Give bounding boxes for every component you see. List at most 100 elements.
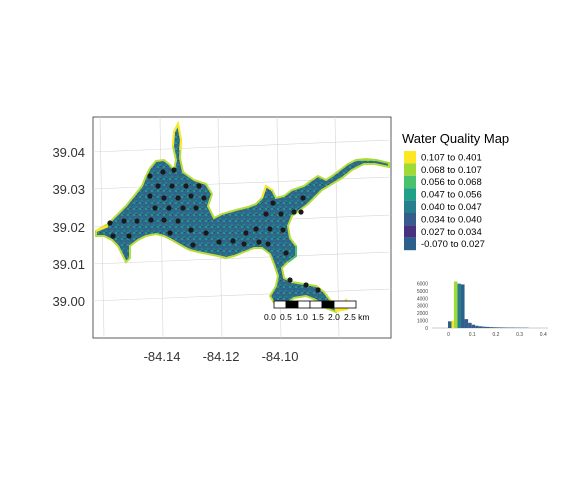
- scale-label: 2.0: [328, 312, 340, 322]
- sample-point: [230, 238, 235, 243]
- sample-point: [287, 277, 292, 282]
- sample-point: [298, 209, 303, 214]
- histogram-bar: [454, 281, 458, 328]
- legend-label: 0.040 to 0.047: [421, 202, 482, 213]
- histogram-bar: [497, 327, 501, 328]
- y-tick-label: 39.00: [52, 294, 85, 309]
- histogram-x-tick: 0: [447, 332, 450, 338]
- scale-label: 2.5 km: [344, 312, 370, 322]
- histogram-bar: [489, 327, 493, 328]
- histogram-bar: [482, 327, 486, 328]
- sample-point: [291, 209, 296, 214]
- sample-point: [267, 226, 272, 231]
- sample-point: [315, 287, 320, 292]
- sample-point: [171, 167, 176, 172]
- sample-point: [216, 239, 221, 244]
- x-tick-label: -84.14: [144, 349, 181, 364]
- histogram-bar: [486, 327, 490, 328]
- y-tick-label: 39.03: [52, 182, 85, 197]
- histogram-bar: [468, 323, 472, 328]
- sample-point: [160, 169, 165, 174]
- histogram-bar: [465, 319, 469, 328]
- legend-label: 0.068 to 0.107: [421, 165, 482, 176]
- histogram-bar: [457, 284, 461, 328]
- sample-point: [265, 241, 270, 246]
- legend-swatch: [404, 176, 416, 188]
- y-tick-label: 39.04: [52, 145, 85, 160]
- sample-point: [134, 218, 139, 223]
- legend-label: 0.027 to 0.034: [421, 227, 482, 238]
- x-axis: -84.14 -84.12 -84.10: [144, 349, 299, 364]
- sample-point: [193, 205, 198, 210]
- sample-point: [147, 173, 152, 178]
- y-tick-label: 39.02: [52, 220, 85, 235]
- sample-point: [280, 227, 285, 232]
- sample-point: [167, 230, 172, 235]
- legend-label: 0.047 to 0.056: [421, 190, 482, 201]
- sample-point: [155, 183, 160, 188]
- sample-point: [161, 217, 166, 222]
- histogram-y-tick: 1000: [417, 318, 428, 324]
- sample-point: [169, 183, 174, 188]
- legend-swatch: [404, 213, 416, 225]
- histogram-bar: [472, 325, 476, 328]
- histogram-y-tick: 6000: [417, 281, 428, 287]
- sample-point: [180, 205, 185, 210]
- scale-label: 0.0: [264, 312, 276, 322]
- sample-point: [166, 205, 171, 210]
- sample-point: [253, 226, 258, 231]
- sample-point: [152, 205, 157, 210]
- scale-label: 1.0: [296, 312, 308, 322]
- scale-label: 0.5: [280, 312, 292, 322]
- sample-point: [161, 195, 166, 200]
- legend-swatch: [404, 238, 416, 250]
- sample-point: [263, 211, 268, 216]
- histogram-x-tick: 0.4: [540, 332, 547, 338]
- legend-swatch: [404, 188, 416, 200]
- histogram-bar: [475, 326, 479, 328]
- histogram-x-tick: 0.1: [469, 332, 476, 338]
- histogram-x-tick: 0.2: [492, 332, 499, 338]
- histogram-y-tick: 3000: [417, 304, 428, 310]
- legend-swatch: [404, 201, 416, 213]
- legend-label: 0.034 to 0.040: [421, 214, 482, 225]
- sample-point: [175, 218, 180, 223]
- sample-point: [107, 220, 112, 225]
- histogram-bar: [461, 284, 465, 328]
- sample-point: [188, 227, 193, 232]
- y-tick-label: 39.01: [52, 257, 85, 272]
- legend: Water Quality Map 0.107 to 0.401 0.068 to…: [402, 131, 509, 250]
- histogram-y-tick: 0: [425, 326, 428, 332]
- histogram-bar: [479, 326, 483, 328]
- sample-point: [270, 200, 275, 205]
- sample-point: [121, 218, 126, 223]
- sample-point: [300, 195, 305, 200]
- histogram-y-tick: 5000: [417, 289, 428, 295]
- sample-point: [183, 183, 188, 188]
- sample-point: [147, 193, 152, 198]
- legend-label: -0.070 to 0.027: [421, 239, 485, 250]
- histogram-bar: [493, 327, 497, 328]
- legend-swatch: [404, 225, 416, 237]
- legend-title: Water Quality Map: [402, 131, 509, 146]
- sample-point: [283, 250, 288, 255]
- x-tick-label: -84.12: [203, 349, 240, 364]
- sample-point: [241, 241, 246, 246]
- histogram-bar: [500, 327, 504, 328]
- sample-point: [188, 193, 193, 198]
- map-panel: 0.0 0.5 1.0 1.5 2.0 2.5 km: [93, 117, 391, 338]
- histogram-bar: [448, 321, 452, 328]
- legend-swatch: [404, 151, 416, 163]
- legend-label: 0.056 to 0.068: [421, 177, 482, 188]
- sample-point: [303, 282, 308, 287]
- scale-label: 1.5: [312, 312, 324, 322]
- sample-point: [201, 195, 206, 200]
- scale-bar: 0.0 0.5 1.0 1.5 2.0 2.5 km: [264, 301, 370, 322]
- sample-point: [278, 211, 283, 216]
- sample-point: [175, 195, 180, 200]
- sample-point: [203, 230, 208, 235]
- legend-label: 0.107 to 0.401: [421, 152, 482, 163]
- sample-point: [196, 183, 201, 188]
